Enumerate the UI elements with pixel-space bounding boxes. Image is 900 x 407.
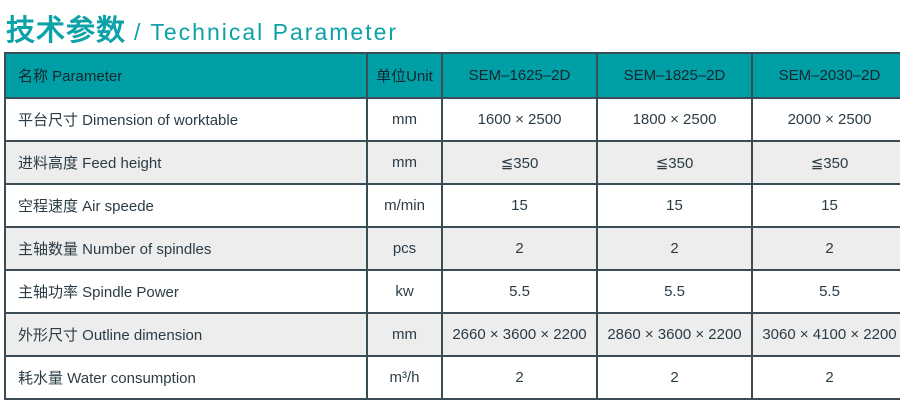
header-model-sem-1625: SEM–1625–2D xyxy=(441,52,598,99)
header-parameter-name: 名称 Parameter xyxy=(4,52,368,99)
param-name: 空程速度 Air speede xyxy=(4,183,368,228)
param-unit: pcs xyxy=(366,226,443,271)
param-value: 2660 × 3600 × 2200 xyxy=(441,312,598,357)
param-unit: mm xyxy=(366,140,443,185)
param-value: 15 xyxy=(751,183,900,228)
header-model-sem-1825: SEM–1825–2D xyxy=(596,52,753,99)
param-value: 5.5 xyxy=(751,269,900,314)
param-value: 1600 × 2500 xyxy=(441,97,598,142)
header-unit: 单位Unit xyxy=(366,52,443,99)
param-value: 3060 × 4100 × 2200 xyxy=(751,312,900,357)
table-row-spindle-power: 主轴功率 Spindle Power kw 5.5 5.5 5.5 xyxy=(4,269,900,314)
param-unit: mm xyxy=(366,97,443,142)
param-name: 耗水量 Water consumption xyxy=(4,355,368,400)
param-name: 外形尺寸 Outline dimension xyxy=(4,312,368,357)
param-value: 1800 × 2500 xyxy=(596,97,753,142)
param-unit: kw xyxy=(366,269,443,314)
param-value: 5.5 xyxy=(441,269,598,314)
param-value: ≦350 xyxy=(441,140,598,185)
param-value: 2000 × 2500 xyxy=(751,97,900,142)
page-title: 技术参数 / Technical Parameter xyxy=(0,0,900,47)
header-model-sem-2030: SEM–2030–2D xyxy=(751,52,900,99)
param-unit: mm xyxy=(366,312,443,357)
table-row-outline-dimension: 外形尺寸 Outline dimension mm 2660 × 3600 × … xyxy=(4,312,900,357)
param-value: 2 xyxy=(751,355,900,400)
param-unit: m/min xyxy=(366,183,443,228)
param-value: 15 xyxy=(441,183,598,228)
table-row-feed-height: 进料高度 Feed height mm ≦350 ≦350 ≦350 xyxy=(4,140,900,185)
technical-parameter-table: 名称 Parameter 单位Unit SEM–1625–2D SEM–1825… xyxy=(4,52,900,400)
param-name: 进料高度 Feed height xyxy=(4,140,368,185)
table-header-row: 名称 Parameter 单位Unit SEM–1625–2D SEM–1825… xyxy=(4,52,900,99)
param-value: 15 xyxy=(596,183,753,228)
param-value: 2 xyxy=(596,226,753,271)
param-value: 2 xyxy=(751,226,900,271)
param-name: 主轴数量 Number of spindles xyxy=(4,226,368,271)
page-title-chinese: 技术参数 xyxy=(6,15,127,47)
page-title-english: / Technical Parameter xyxy=(134,19,399,45)
param-value: ≦350 xyxy=(751,140,900,185)
table-row-worktable: 平台尺寸 Dimension of worktable mm 1600 × 25… xyxy=(4,97,900,142)
param-value: 2 xyxy=(441,226,598,271)
param-value: 2 xyxy=(441,355,598,400)
param-value: 5.5 xyxy=(596,269,753,314)
param-value: ≦350 xyxy=(596,140,753,185)
table-row-spindle-count: 主轴数量 Number of spindles pcs 2 2 2 xyxy=(4,226,900,271)
param-name: 主轴功率 Spindle Power xyxy=(4,269,368,314)
param-name: 平台尺寸 Dimension of worktable xyxy=(4,97,368,142)
param-value: 2860 × 3600 × 2200 xyxy=(596,312,753,357)
table-row-air-speed: 空程速度 Air speede m/min 15 15 15 xyxy=(4,183,900,228)
param-value: 2 xyxy=(596,355,753,400)
param-unit: m³/h xyxy=(366,355,443,400)
table-row-water-consumption: 耗水量 Water consumption m³/h 2 2 2 xyxy=(4,355,900,400)
